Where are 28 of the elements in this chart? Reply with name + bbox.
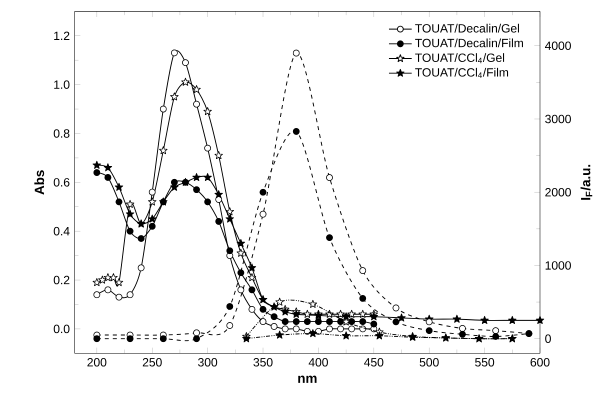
x-tick-label: 600 (530, 358, 550, 367)
legend-label: TOUAT/CCl$_{4}$/Gel (415, 53, 504, 64)
legend-label: TOUAT/Decalin/Film (415, 38, 523, 48)
y-tick-label: 0.6 (54, 178, 70, 187)
y-tick-label: 1.0 (54, 80, 70, 89)
y-tick-label: 0.8 (54, 129, 70, 138)
y2-tick-label: 3000 (545, 114, 571, 124)
x-tick-label: 250 (142, 358, 162, 367)
y-tick-label: 0.0 (54, 324, 70, 334)
y2-axis-title: I$_{F}$/a.u. (580, 164, 592, 200)
x-axis-title: nm (298, 376, 317, 383)
x-tick-label: 450 (364, 358, 384, 367)
x-tick-label: 350 (253, 358, 273, 367)
y-tick-label: 0.2 (54, 276, 70, 284)
legend-label: TOUAT/Decalin/Gel (415, 24, 519, 33)
y-tick-label: 0.4 (54, 226, 70, 236)
y2-tick-label: 0 (545, 334, 551, 343)
y2-tick-label: 2000 (545, 188, 571, 196)
y2-tick-label: 4000 (544, 41, 571, 50)
y2-tick-label: 1000 (546, 261, 571, 270)
y-axis-title: Abs (34, 170, 44, 195)
x-tick-label: 300 (198, 358, 218, 367)
x-tick-label: 200 (87, 358, 106, 367)
x-tick-label: 550 (475, 358, 494, 367)
x-tick-label: 500 (420, 358, 439, 367)
y-tick-label: 1.2 (54, 32, 70, 40)
legend-label: TOUAT/CCl$_{4}$/Film (415, 68, 508, 78)
x-tick-label: 400 (308, 358, 328, 367)
